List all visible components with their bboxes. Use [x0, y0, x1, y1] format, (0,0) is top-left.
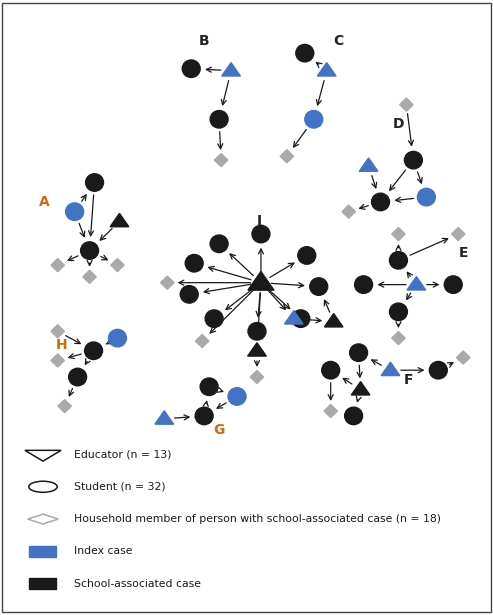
Polygon shape [83, 270, 96, 284]
Polygon shape [359, 158, 378, 172]
Text: Educator (n = 13): Educator (n = 13) [74, 450, 171, 459]
Circle shape [210, 432, 228, 449]
Circle shape [354, 276, 373, 293]
Circle shape [298, 247, 316, 264]
Polygon shape [250, 370, 264, 384]
Circle shape [296, 44, 314, 62]
Text: School-associated case: School-associated case [74, 579, 201, 589]
Text: E: E [458, 247, 468, 261]
Circle shape [310, 278, 328, 295]
Circle shape [182, 60, 200, 77]
Circle shape [292, 310, 310, 327]
Text: B: B [199, 34, 210, 49]
Circle shape [389, 303, 407, 320]
Polygon shape [214, 154, 228, 167]
Polygon shape [324, 314, 343, 327]
Circle shape [108, 330, 126, 347]
Circle shape [322, 362, 340, 379]
Circle shape [180, 285, 198, 303]
Polygon shape [161, 276, 174, 289]
Polygon shape [247, 343, 266, 356]
Polygon shape [155, 411, 174, 424]
Polygon shape [317, 63, 336, 76]
Bar [29, 546, 56, 557]
Circle shape [210, 235, 228, 253]
Circle shape [200, 378, 218, 395]
Text: C: C [334, 34, 344, 49]
Polygon shape [51, 258, 65, 272]
Polygon shape [342, 205, 355, 218]
Polygon shape [457, 351, 470, 364]
Polygon shape [284, 311, 303, 324]
Circle shape [389, 252, 407, 269]
Text: G: G [213, 424, 225, 437]
Bar [29, 579, 56, 589]
Circle shape [205, 310, 223, 327]
Circle shape [185, 255, 203, 272]
Polygon shape [248, 271, 274, 290]
Text: A: A [39, 195, 50, 209]
Polygon shape [352, 382, 370, 395]
Circle shape [228, 387, 246, 405]
Circle shape [372, 193, 389, 211]
Circle shape [252, 225, 270, 243]
Circle shape [210, 111, 228, 128]
Circle shape [85, 342, 103, 360]
Circle shape [418, 188, 435, 206]
Polygon shape [280, 149, 293, 163]
Circle shape [195, 407, 213, 425]
Polygon shape [195, 335, 209, 347]
Polygon shape [354, 434, 367, 446]
Polygon shape [110, 213, 129, 227]
Circle shape [305, 111, 323, 128]
Circle shape [345, 407, 362, 425]
Polygon shape [400, 98, 413, 111]
Polygon shape [222, 63, 241, 76]
Text: Student (n = 32): Student (n = 32) [74, 482, 165, 492]
Polygon shape [58, 400, 71, 413]
Circle shape [404, 151, 423, 169]
Circle shape [80, 242, 99, 260]
Polygon shape [381, 362, 400, 376]
Polygon shape [392, 228, 405, 240]
Circle shape [429, 362, 447, 379]
Text: Household member of person with school-associated case (n = 18): Household member of person with school-a… [74, 514, 441, 524]
Circle shape [248, 322, 266, 340]
Polygon shape [407, 277, 425, 290]
Circle shape [350, 344, 368, 362]
Circle shape [69, 368, 87, 386]
Polygon shape [111, 258, 124, 272]
Text: D: D [393, 117, 404, 131]
Polygon shape [452, 228, 465, 240]
Text: I: I [256, 215, 261, 228]
Text: F: F [404, 373, 413, 387]
Polygon shape [392, 331, 405, 344]
Circle shape [444, 276, 462, 293]
Circle shape [66, 203, 84, 220]
Text: Index case: Index case [74, 546, 132, 557]
Polygon shape [324, 405, 337, 418]
Polygon shape [51, 325, 65, 338]
Text: H: H [56, 338, 68, 352]
Polygon shape [51, 354, 65, 367]
Circle shape [86, 174, 104, 191]
